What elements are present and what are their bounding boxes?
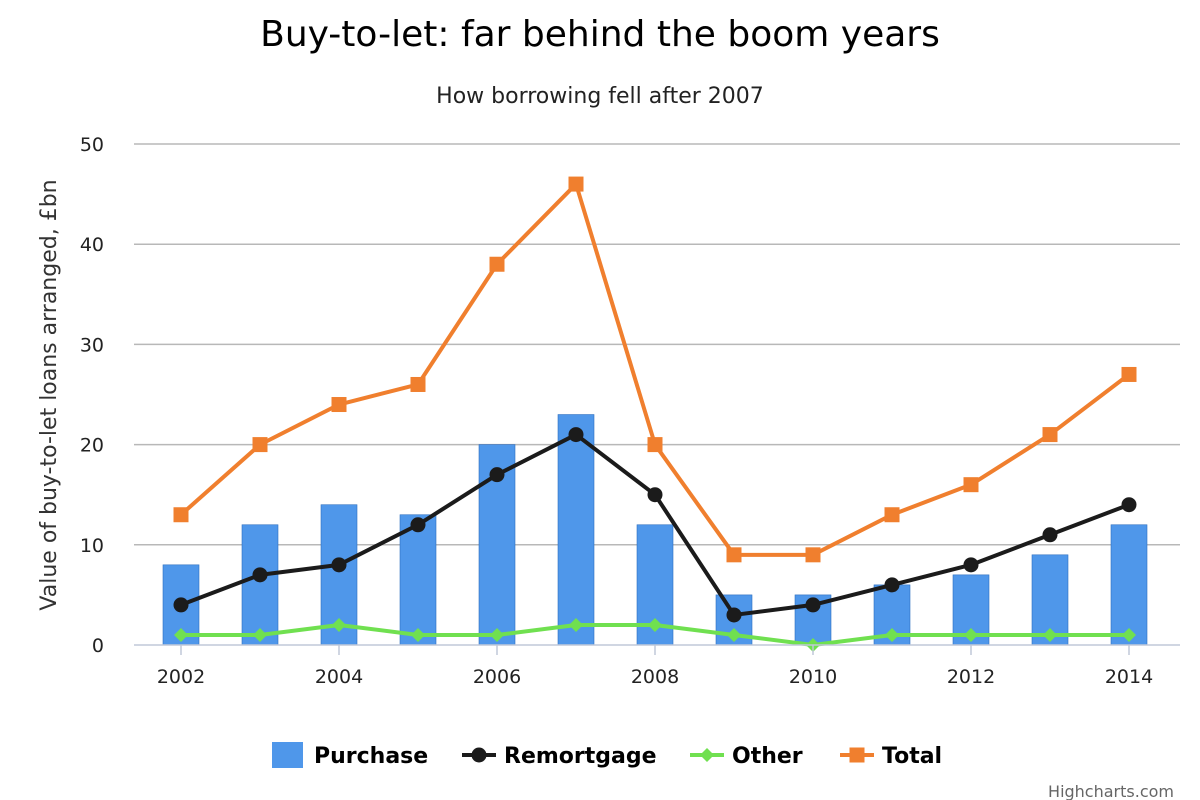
series-markers [173,176,1137,652]
y-tick-label: 10 [80,535,104,557]
legend-swatch-marker-remortgage[interactable] [471,747,487,763]
legend-swatch-purchase [272,742,303,768]
marker-other[interactable] [411,627,425,642]
bar-purchase[interactable] [557,414,595,646]
marker-other[interactable] [1043,627,1057,642]
x-tick-label: 2006 [473,666,521,688]
marker-other[interactable] [1122,627,1136,642]
legend-item-total[interactable]: Total [840,744,942,769]
marker-other[interactable] [964,627,978,642]
axes: 0 10 20 30 40 50 2002 2004 2006 2008 2010 2012 2014 [80,134,1180,688]
marker-total[interactable] [331,397,347,413]
y-tick-label: 20 [80,435,104,457]
y-tick-label: 40 [80,234,104,256]
legend-item-purchase[interactable]: Purchase [272,742,428,769]
marker-total[interactable] [173,507,189,523]
x-tick-label: 2012 [947,666,995,688]
marker-remortgage[interactable] [805,597,821,613]
marker-other[interactable] [569,617,583,632]
marker-total[interactable] [647,437,663,453]
chart-subtitle: How borrowing fell after 2007 [436,84,764,109]
marker-remortgage[interactable] [410,517,426,533]
legend[interactable]: Purchase Remortgage Other Total [272,742,942,769]
y-tick-label: 30 [80,334,104,356]
legend-label-total: Total [882,744,942,769]
marker-total[interactable] [1121,366,1137,382]
marker-remortgage[interactable] [568,427,584,443]
marker-remortgage[interactable] [884,577,900,593]
x-tick-label: 2014 [1105,666,1153,688]
marker-total[interactable] [1042,427,1058,443]
marker-other[interactable] [332,617,346,632]
marker-remortgage[interactable] [647,487,663,503]
marker-total[interactable] [252,437,268,453]
x-tick-label: 2004 [315,666,363,688]
marker-remortgage[interactable] [1121,497,1137,513]
marker-remortgage[interactable] [252,567,268,583]
marker-other[interactable] [253,627,267,642]
legend-label-remortgage: Remortgage [504,744,657,769]
bar-purchase[interactable] [1110,524,1148,646]
x-tick-label: 2008 [631,666,679,688]
marker-remortgage[interactable] [1042,527,1058,543]
x-tick-label: 2002 [157,666,205,688]
legend-swatch-marker-total[interactable] [849,747,865,763]
y-axis-title: Value of buy-to-let loans arranged, £bn [37,179,62,610]
marker-total[interactable] [963,477,979,493]
y-tick-label: 50 [80,134,104,156]
marker-total[interactable] [726,547,742,563]
marker-other[interactable] [490,627,504,642]
marker-total[interactable] [489,256,505,272]
marker-remortgage[interactable] [331,557,347,573]
x-tick-label: 2010 [789,666,837,688]
marker-remortgage[interactable] [726,607,742,623]
gridlines [134,143,1180,546]
credits-link[interactable]: Highcharts.com [1048,782,1174,800]
bar-purchase[interactable] [399,514,437,646]
marker-other[interactable] [727,627,741,642]
marker-total[interactable] [410,376,426,392]
marker-total[interactable] [805,547,821,563]
chart-title: Buy-to-let: far behind the boom years [260,14,940,55]
marker-total[interactable] [568,176,584,192]
marker-remortgage[interactable] [963,557,979,573]
legend-item-other[interactable]: Other [690,744,803,769]
legend-item-remortgage[interactable]: Remortgage [462,744,657,769]
marker-remortgage[interactable] [173,597,189,613]
marker-other[interactable] [885,627,899,642]
bar-purchase[interactable] [241,524,279,646]
legend-label-purchase: Purchase [314,744,428,769]
marker-remortgage[interactable] [489,467,505,483]
marker-total[interactable] [884,507,900,523]
y-tick-label: 0 [92,635,104,657]
marker-other[interactable] [174,627,188,642]
marker-other[interactable] [648,617,662,632]
legend-swatch-marker-other[interactable] [700,748,714,762]
legend-label-other: Other [732,744,803,769]
